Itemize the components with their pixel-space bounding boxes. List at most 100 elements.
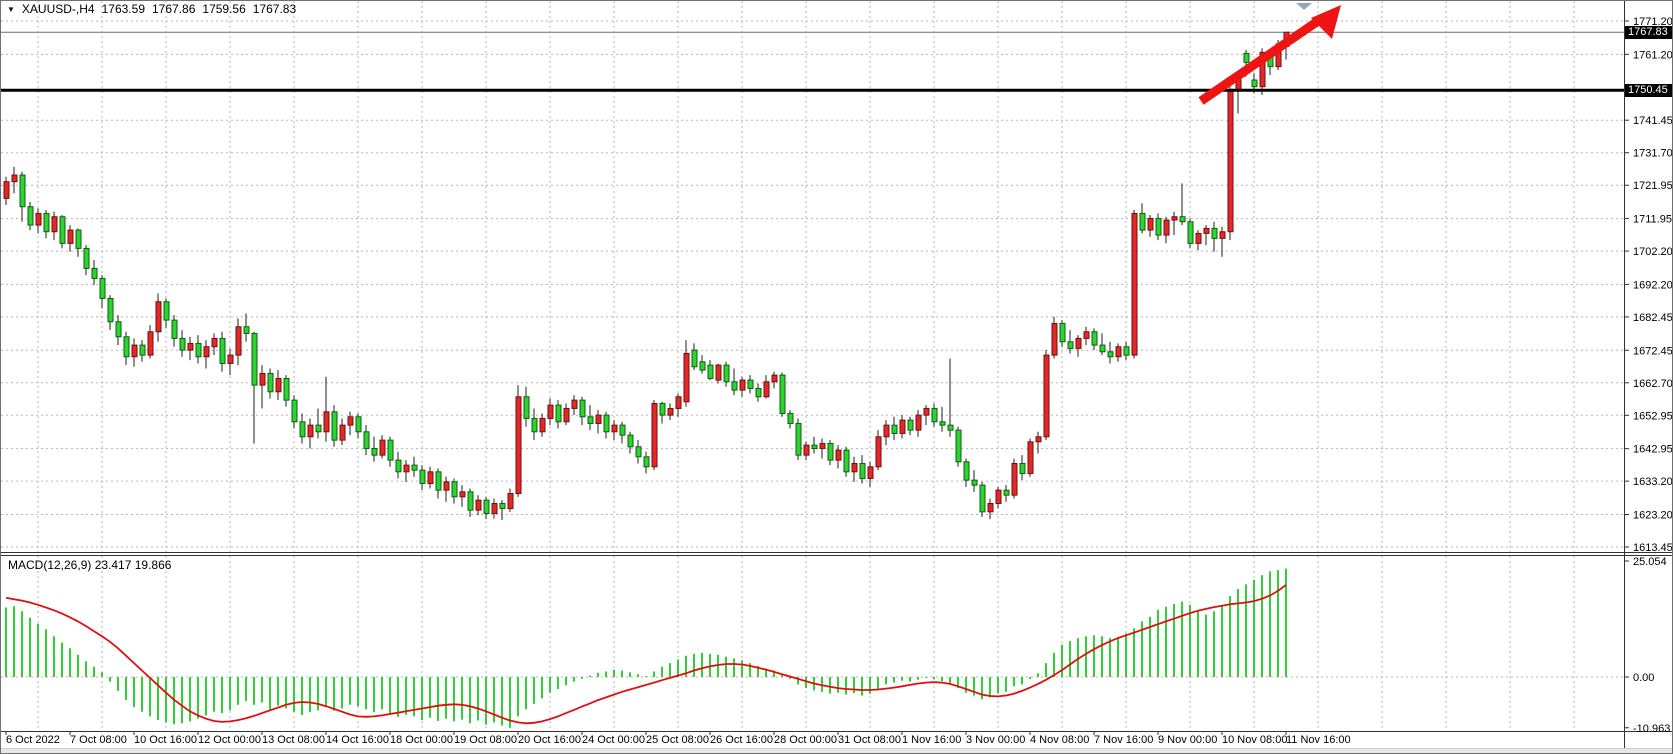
candle [147,331,154,356]
price-axis-label: 1721.95 [1633,180,1673,192]
candle [883,424,890,438]
symbol-period-label: XAUUSD-,H4 [21,1,95,16]
symbol-dropdown-icon[interactable]: ▼ [7,4,15,14]
macd-indicator-label: MACD(12,26,9) 23.417 19.866 [8,558,172,572]
candle [299,421,306,438]
candle [979,484,986,513]
candle [611,424,618,433]
price-axis[interactable]: 1771.20 1761.20 1741.45 1731.70 1721.95 1711.… [1624,16,1673,735]
candle [227,354,234,364]
candle [275,377,282,393]
candle [395,459,402,473]
candle [11,174,18,183]
trend-arrow-shaft[interactable] [1198,15,1324,105]
candle [739,379,746,391]
candle [115,321,122,338]
candle [779,374,786,414]
candle [363,431,370,449]
candle [1019,462,1026,474]
candle [1083,331,1090,339]
price-axis-label: 1613.45 [1633,542,1673,554]
time-axis-label: 10 Nov 08:00 [1222,734,1287,746]
candle [555,404,562,423]
candle [443,481,450,491]
candle [419,469,426,484]
candle [875,436,882,468]
candle [955,429,962,463]
macd-signal-line [5,584,1287,725]
macd-layer [5,568,1287,728]
price-axis-label: 1682.45 [1633,312,1673,324]
price-axis-label: 1741.45 [1633,115,1673,127]
candle [1075,337,1082,349]
macd-axis-label: -10.963 [1633,723,1670,735]
price-axis-label: 1652.95 [1633,410,1673,422]
candle [539,417,546,433]
candle [651,402,658,468]
candle [347,416,354,426]
price-axis-label: 1662.70 [1633,378,1673,390]
candle [331,411,338,441]
candle [315,424,322,433]
candle [571,399,578,409]
candle [3,181,10,199]
candle [1003,489,1010,496]
candle [323,411,330,433]
candle [1163,219,1170,236]
candle [387,439,394,461]
candle [27,206,34,226]
candle [795,422,802,456]
open-value: 1763.59 [101,1,145,16]
candle [635,446,642,458]
candle [923,407,930,416]
candle [195,342,202,358]
candle [171,319,178,339]
candle [1027,441,1034,474]
candle [203,346,210,358]
annotations-layer[interactable] [1198,3,1341,105]
trend-arrow-head-icon[interactable] [1311,5,1341,39]
candle [131,344,138,358]
time-axis-label: 11 Nov 16:00 [1286,734,1351,746]
time-axis-label: 6 Oct 2022 [6,734,60,746]
candle [163,301,170,321]
candle [731,381,738,391]
time-axis-label: 4 Nov 08:00 [1030,734,1089,746]
candle [1011,462,1018,496]
candle [1107,351,1114,358]
time-axis-label: 28 Oct 00:00 [774,734,837,746]
candle [339,424,346,441]
candle [971,479,978,486]
candle [595,414,602,424]
candle [939,421,946,426]
candle [579,399,586,418]
candle [667,407,674,416]
candle [75,229,82,249]
time-axis-label: 19 Oct 08:00 [454,734,517,746]
candle [307,424,314,438]
candle [99,277,106,299]
candle [755,387,762,398]
candle [267,372,274,393]
candle [491,502,498,514]
candle [891,424,898,434]
candle [1131,212,1138,356]
candle [403,464,410,473]
candle [1051,322,1058,356]
candle [1203,227,1210,234]
time-axis-label: 24 Oct 00:00 [582,734,645,746]
candle [235,326,242,356]
time-axis[interactable]: 6 Oct 2022 7 Oct 08:00 10 Oct 16:00 12 Oct … [5,731,1351,746]
candle [371,447,378,456]
candle [187,342,194,351]
candle [219,337,226,364]
candle [515,396,522,494]
candle [627,434,634,448]
time-axis-label: 14 Oct 16:00 [326,734,389,746]
candle [747,379,754,389]
candle [451,481,458,498]
candle [819,442,826,449]
